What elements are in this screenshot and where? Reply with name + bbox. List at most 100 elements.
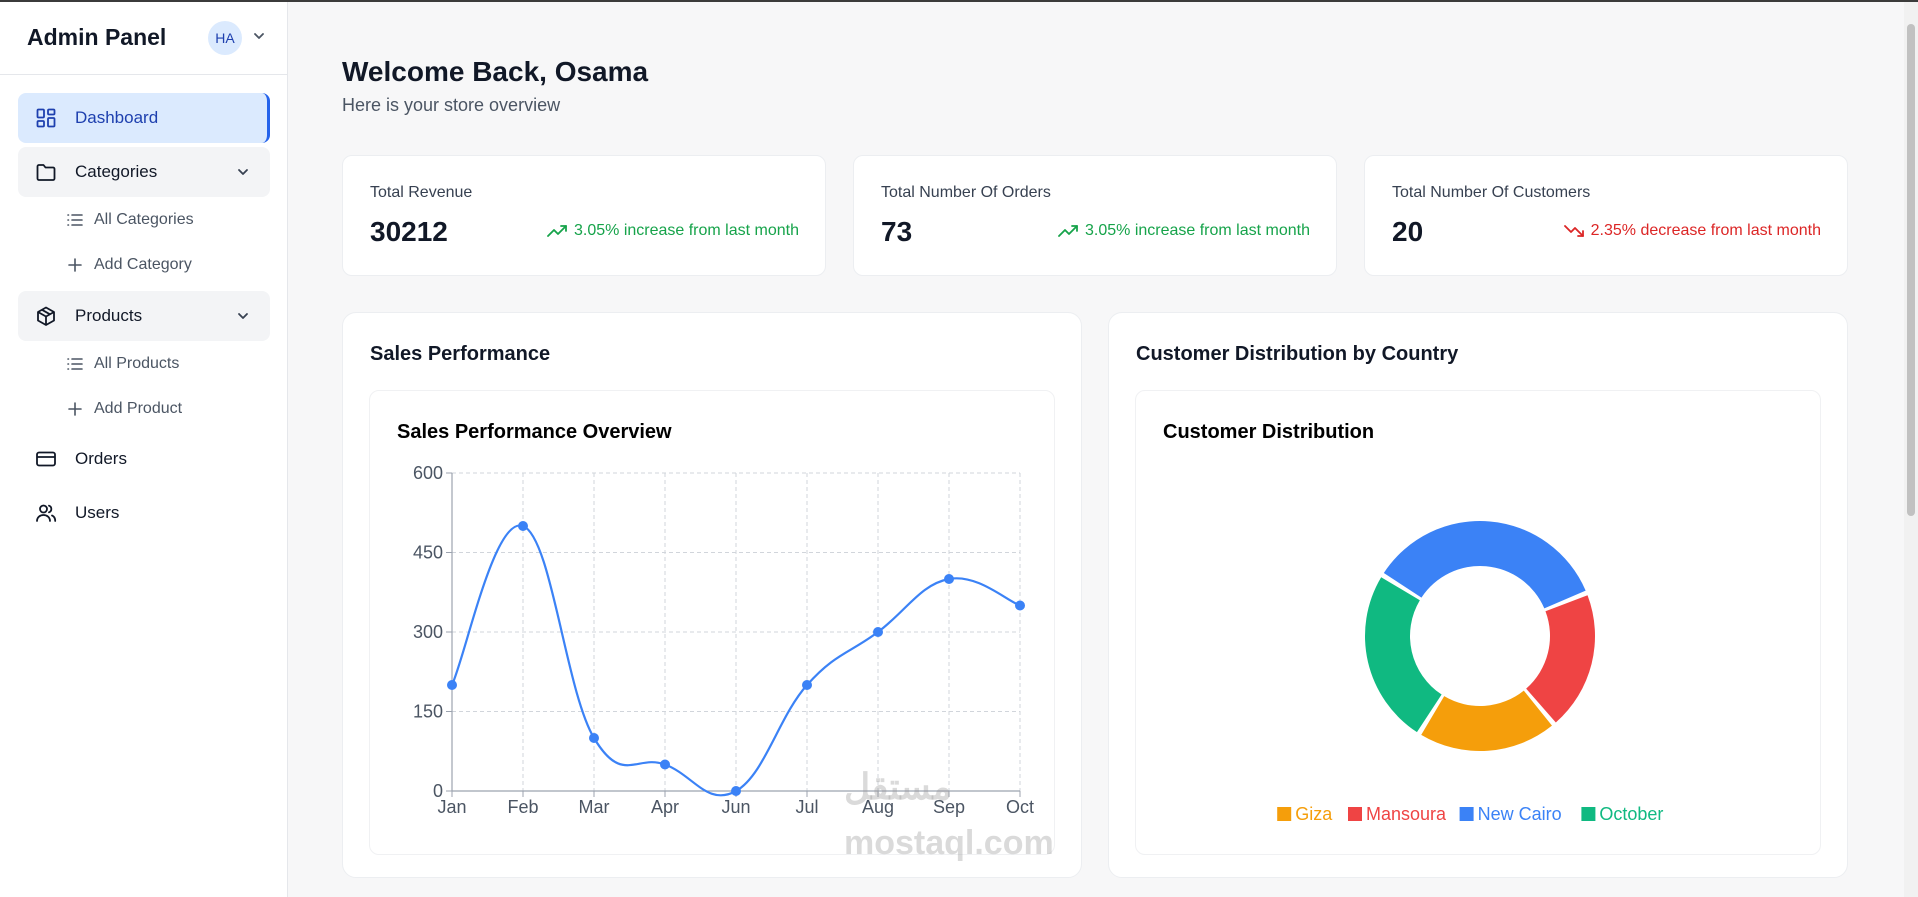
stat-card-customers: Total Number Of Customers 20 2.35% decre… bbox=[1364, 155, 1848, 276]
sales-data-point bbox=[1015, 600, 1025, 611]
trending-up-icon bbox=[1058, 223, 1080, 239]
customer-distribution-card: Customer Distribution by Country Custome… bbox=[1108, 312, 1848, 878]
avatar[interactable]: HA bbox=[208, 21, 242, 55]
stat-title: Total Number Of Orders bbox=[881, 184, 1051, 201]
page-scrollbar[interactable] bbox=[1904, 2, 1918, 897]
y-tick-label: 600 bbox=[413, 463, 443, 483]
legend-label: Giza bbox=[1295, 804, 1333, 824]
sidebar: Admin Panel HA Dashboard Categories All … bbox=[0, 2, 288, 897]
legend-label: October bbox=[1599, 804, 1663, 824]
x-tick-label: Jun bbox=[721, 797, 750, 817]
customer-donut-chart: Giza Mansoura New Cairo October bbox=[1277, 521, 1663, 824]
stat-trend: 3.05% increase from last month bbox=[547, 222, 799, 240]
chart-grid bbox=[451, 472, 1021, 792]
sales-data-point bbox=[660, 759, 670, 770]
trending-down-icon bbox=[1563, 223, 1586, 239]
stat-trend-text: 3.05% increase from last month bbox=[1085, 222, 1310, 239]
stat-card-revenue: Total Revenue 30212 3.05% increase from … bbox=[342, 155, 826, 276]
sidebar-item-users[interactable]: Users bbox=[18, 488, 270, 538]
sidebar-item-label: Products bbox=[75, 306, 143, 325]
legend-swatch bbox=[1348, 807, 1362, 821]
customer-chart-container: Customer Distribution Giza Mansoura New Ca… bbox=[1135, 390, 1821, 855]
stat-title: Total Number Of Customers bbox=[1392, 184, 1591, 201]
window-top-border bbox=[0, 0, 1918, 2]
stat-value: 30212 bbox=[370, 216, 448, 247]
chevron-down-icon[interactable] bbox=[252, 29, 266, 43]
x-tick-label: Aug bbox=[862, 797, 894, 817]
x-tick-label: Apr bbox=[651, 797, 679, 817]
x-tick-label: Mar bbox=[579, 797, 610, 817]
sidebar-subitem-add-product[interactable]: Add Product bbox=[66, 394, 182, 424]
legend-swatch bbox=[1277, 807, 1292, 821]
chart-title: Customer Distribution bbox=[1163, 421, 1375, 443]
trending-up-icon bbox=[547, 223, 569, 239]
x-tick-label: Oct bbox=[1006, 797, 1034, 817]
sales-data-point bbox=[873, 627, 883, 637]
users-icon bbox=[35, 502, 57, 524]
y-tick-label: 0 bbox=[433, 781, 443, 801]
chart-legend: Giza Mansoura New Cairo October bbox=[1277, 804, 1663, 824]
sidebar-subitem-add-category[interactable]: Add Category bbox=[66, 250, 192, 280]
sales-performance-card: Sales Performance Sales Performance Over… bbox=[342, 312, 1082, 878]
watermark-arabic: مستقل bbox=[844, 766, 952, 807]
sales-line-chart: 0 150 300 450 600 Jan Feb Mar Apr Jun Jul Aug Sep Oct bbox=[413, 463, 1034, 817]
stat-trend-text: 3.05% increase from last month bbox=[574, 222, 799, 239]
donut-slice-giza bbox=[1421, 690, 1552, 751]
plus-icon bbox=[66, 400, 84, 418]
sales-chart-container: Sales Performance Overview 0 150 300 450 600… bbox=[369, 390, 1055, 855]
stat-card-orders: Total Number Of Orders 73 3.05% increase… bbox=[853, 155, 1337, 276]
package-icon bbox=[35, 305, 57, 327]
stat-trend-text: 2.35% decrease from last month bbox=[1590, 222, 1821, 239]
x-tick-label: Jan bbox=[437, 797, 466, 817]
donut-slice-new-cairo bbox=[1383, 521, 1586, 609]
sidebar-subitem-label: All Categories bbox=[94, 211, 194, 228]
sales-data-point bbox=[518, 521, 528, 531]
page-subtitle: Here is your store overview bbox=[342, 95, 561, 115]
stat-trend: 3.05% increase from last month bbox=[1058, 222, 1310, 240]
sales-data-point bbox=[944, 574, 954, 584]
sidebar-header: Admin Panel HA bbox=[0, 2, 287, 75]
sidebar-subitem-all-categories[interactable]: All Categories bbox=[66, 205, 194, 235]
list-icon bbox=[66, 355, 84, 373]
donut-slice-october bbox=[1365, 577, 1442, 733]
y-tick-label: 300 bbox=[413, 622, 443, 642]
sidebar-subitem-label: Add Category bbox=[94, 256, 192, 273]
card-title: Customer Distribution by Country bbox=[1136, 343, 1459, 365]
y-tick-label: 450 bbox=[413, 543, 443, 563]
card-title: Sales Performance bbox=[370, 343, 551, 365]
chevron-down-icon bbox=[238, 313, 248, 319]
sidebar-item-orders[interactable]: Orders bbox=[18, 434, 270, 484]
x-tick-label: Sep bbox=[933, 797, 965, 817]
watermark-latin: mostaql.com bbox=[844, 824, 1054, 862]
sales-data-point bbox=[589, 733, 599, 743]
sidebar-item-dashboard[interactable]: Dashboard bbox=[18, 93, 270, 143]
chart-title: Sales Performance Overview bbox=[397, 421, 672, 443]
sidebar-item-label: Dashboard bbox=[75, 108, 159, 127]
page-title: Welcome Back, Osama bbox=[342, 56, 649, 87]
sidebar-subitem-label: Add Product bbox=[94, 400, 183, 417]
sidebar-item-label: Orders bbox=[75, 449, 127, 468]
sales-data-point bbox=[447, 680, 457, 690]
x-tick-label: Jul bbox=[795, 797, 818, 817]
sidebar-item-products[interactable]: Products bbox=[18, 291, 270, 341]
stat-trend: 2.35% decrease from last month bbox=[1563, 222, 1821, 240]
legend-label: Mansoura bbox=[1366, 804, 1447, 824]
scrollbar-thumb[interactable] bbox=[1907, 24, 1915, 516]
legend-swatch bbox=[1459, 807, 1474, 821]
dashboard-icon bbox=[35, 107, 57, 129]
list-icon bbox=[66, 211, 84, 229]
x-tick-label: Feb bbox=[507, 797, 538, 817]
chevron-down-icon bbox=[238, 169, 248, 175]
stat-value: 20 bbox=[1392, 216, 1424, 247]
sidebar-item-categories[interactable]: Categories bbox=[18, 147, 270, 197]
sidebar-item-label: Users bbox=[75, 503, 120, 522]
y-tick-label: 150 bbox=[413, 702, 443, 722]
folder-icon bbox=[35, 161, 57, 183]
brand-title: Admin Panel bbox=[27, 24, 167, 50]
sidebar-subitem-all-products[interactable]: All Products bbox=[66, 349, 179, 379]
legend-swatch bbox=[1581, 807, 1596, 821]
stat-title: Total Revenue bbox=[370, 184, 473, 201]
legend-label: New Cairo bbox=[1478, 804, 1562, 824]
sidebar-item-label: Categories bbox=[75, 162, 158, 181]
plus-icon bbox=[66, 256, 84, 274]
